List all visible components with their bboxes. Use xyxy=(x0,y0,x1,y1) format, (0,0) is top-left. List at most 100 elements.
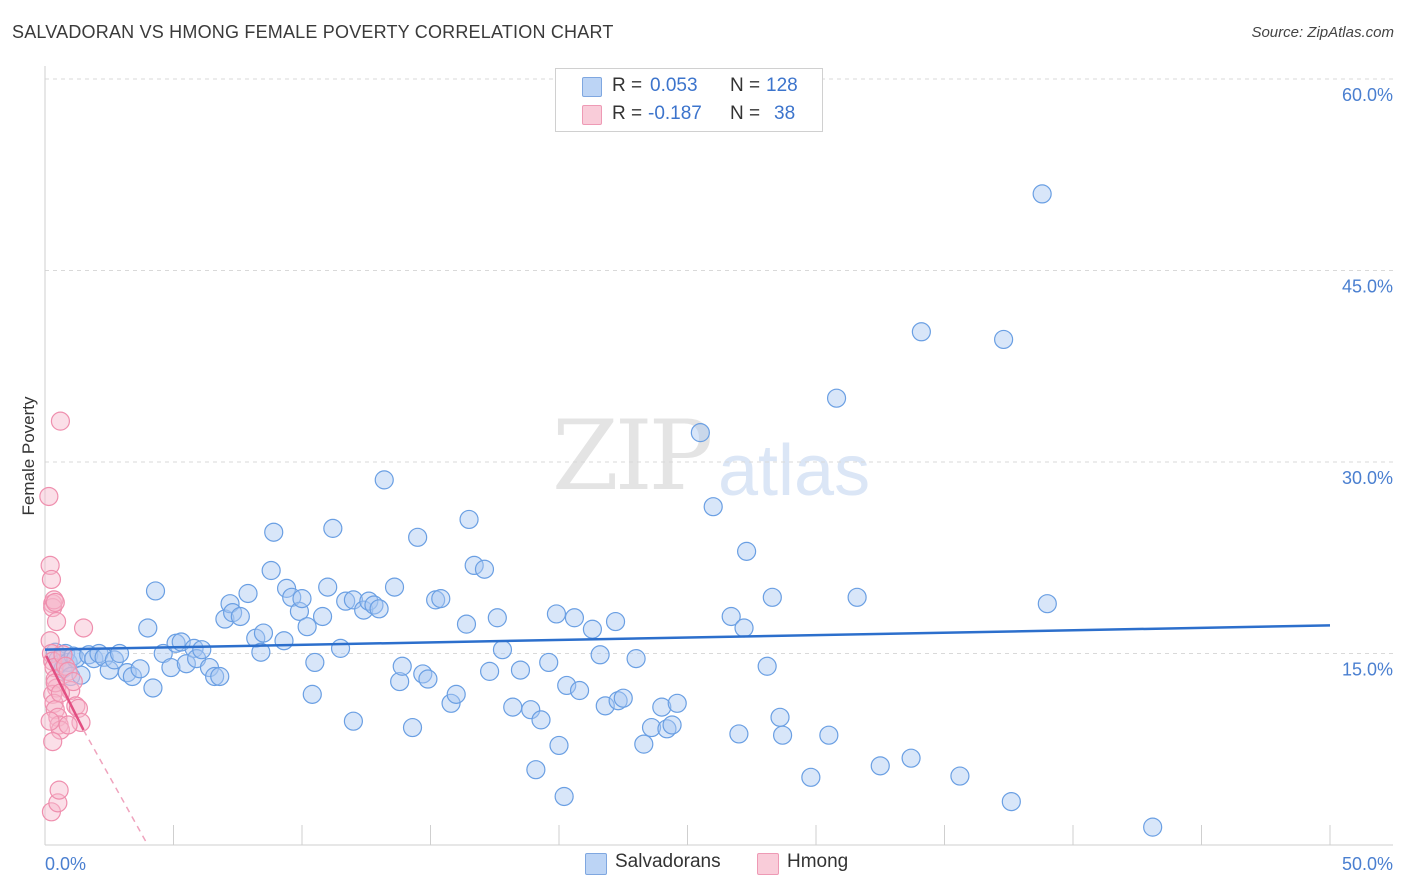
hmong-trend-line xyxy=(45,655,85,731)
salvadoran-points xyxy=(45,184,1163,837)
bottom-legend-swatch-pink xyxy=(757,853,779,875)
correlation-legend: R = 0.053 N = 128 R = -0.187 N = 38 xyxy=(555,68,823,132)
salvadoran-point xyxy=(402,717,423,738)
salvadoran-point xyxy=(950,766,970,786)
source-credit: Source: ZipAtlas.com xyxy=(1251,24,1394,41)
salvadoran-point xyxy=(503,697,523,717)
watermark-atlas: atlas xyxy=(718,431,871,511)
salvadoran-point xyxy=(354,600,374,620)
salvadoran-point xyxy=(318,577,338,597)
salvadoran-point xyxy=(359,591,379,611)
hmong-point xyxy=(39,486,59,507)
salvadoran-point xyxy=(122,666,142,687)
salvadoran-point xyxy=(392,656,412,676)
salvadoran-point xyxy=(456,614,477,634)
salvadoran-point xyxy=(487,608,507,628)
salvadoran-point xyxy=(549,735,569,756)
hmong-point xyxy=(40,555,60,576)
salvadoran-point xyxy=(292,589,312,609)
salvadoran-point xyxy=(847,587,867,607)
bottom-legend-swatch-blue xyxy=(585,853,607,875)
salvadoran-point xyxy=(734,618,754,638)
salvadoran-point xyxy=(819,725,839,745)
hmong-point xyxy=(43,731,63,752)
salvadoran-point xyxy=(276,578,297,598)
hmong-point xyxy=(46,611,67,632)
salvadoran-point xyxy=(762,587,782,607)
hmong-point xyxy=(41,569,62,590)
legend-r-value: -0.187 xyxy=(648,103,702,124)
salvadoran-point xyxy=(634,734,654,754)
salvadoran-point xyxy=(870,756,890,776)
hmong-point xyxy=(55,656,76,676)
salvadoran-point xyxy=(772,725,793,745)
watermark-zip: ZIP xyxy=(552,400,713,512)
legend-n-value: 38 xyxy=(774,103,796,124)
legend-n-label: N = xyxy=(730,103,761,124)
salvadoran-point xyxy=(302,684,322,704)
chart-title: SALVADORAN VS HMONG FEMALE POVERTY CORRE… xyxy=(12,22,614,42)
salvadoran-point xyxy=(176,654,196,674)
salvadoran-point xyxy=(274,631,294,651)
salvadoran-point xyxy=(390,671,410,692)
hmong-point xyxy=(45,592,65,613)
salvadoran-point xyxy=(994,329,1014,350)
salvadoran-point xyxy=(1032,184,1052,204)
salvadoran-point xyxy=(801,767,821,787)
salvadoran-point xyxy=(253,623,274,643)
y-tick-label: 30.0% xyxy=(1342,468,1393,488)
salvadoran-point xyxy=(330,638,351,658)
salvadoran-point xyxy=(192,640,212,660)
salvadoran-point xyxy=(161,657,181,678)
salvadoran-point xyxy=(595,696,615,716)
salvadoran-point xyxy=(641,717,662,738)
salvadoran-point xyxy=(662,715,682,735)
salvadoran-point xyxy=(205,666,225,687)
salvadoran-point xyxy=(343,590,363,610)
salvadoran-point xyxy=(305,652,325,673)
x-tick-label-max: 50.0% xyxy=(1342,854,1393,874)
salvadoran-point xyxy=(323,518,343,538)
salvadoran-point xyxy=(757,656,777,676)
salvadoran-point xyxy=(1143,817,1163,837)
hmong-trend-extension xyxy=(82,729,149,846)
salvadoran-point xyxy=(721,606,741,627)
tick-labels: 60.0% 45.0% 30.0% 15.0% 0.0% 50.0% xyxy=(45,85,1393,874)
salvadoran-point xyxy=(431,589,451,609)
salvadoran-point xyxy=(557,675,577,696)
salvadoran-point xyxy=(770,707,790,727)
salvadoran-point xyxy=(251,642,271,662)
salvadoran-point xyxy=(264,522,284,542)
salvadoran-point xyxy=(531,710,551,730)
salvadoran-point xyxy=(690,423,710,443)
legend-swatch-pink xyxy=(582,105,602,125)
salvadoran-point xyxy=(546,604,567,624)
salvadoran-point xyxy=(474,559,495,579)
hmong-points xyxy=(39,411,94,822)
salvadoran-point xyxy=(626,649,646,669)
salvadoran-point xyxy=(215,609,235,629)
salvadoran-trend-line xyxy=(44,624,1331,651)
salvadoran-point xyxy=(703,497,723,517)
salvadoran-point xyxy=(729,724,749,744)
salvadoran-point xyxy=(145,581,166,601)
salvadoran-point xyxy=(590,645,610,665)
axes xyxy=(44,66,1393,846)
grid-lines xyxy=(45,78,1393,654)
salvadoran-point xyxy=(464,555,484,576)
salvadoran-point xyxy=(408,527,428,547)
trend-lines xyxy=(44,624,1331,846)
bottom-legend-label: Salvadorans xyxy=(615,851,721,872)
salvadoran-point xyxy=(582,619,603,639)
salvadoran-point xyxy=(138,618,158,638)
salvadoran-point xyxy=(608,691,628,711)
salvadoran-point xyxy=(230,606,250,627)
salvadoran-point xyxy=(492,640,513,660)
salvadoran-point xyxy=(364,595,384,615)
salvadoran-point xyxy=(238,583,258,604)
salvadoran-point xyxy=(71,665,91,685)
salvadoran-point xyxy=(117,663,137,683)
salvadoran-point xyxy=(261,560,281,581)
legend-n-label: N = xyxy=(730,75,761,96)
